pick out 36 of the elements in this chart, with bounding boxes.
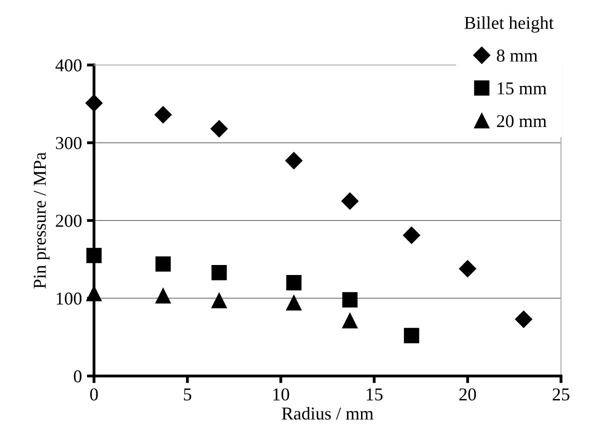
legend-title: Billet height: [464, 16, 554, 33]
point: [85, 94, 103, 112]
x-tick-label: 0: [90, 388, 98, 401]
legend-label: 8 mm: [496, 50, 538, 62]
point: [155, 256, 171, 272]
x-tick-label: 5: [184, 388, 192, 401]
point: [342, 292, 358, 308]
point: [515, 310, 532, 328]
point: [286, 295, 302, 311]
point: [341, 192, 358, 210]
point: [404, 328, 420, 344]
point: [212, 264, 227, 280]
point: [212, 292, 227, 308]
y-tick-label: 0: [74, 370, 82, 382]
y-tick-label: 300: [56, 137, 82, 150]
legend-label: 20 mm: [496, 115, 547, 128]
y-tick-label: 200: [56, 214, 82, 227]
point: [155, 288, 171, 304]
x-tick-label: 20: [459, 388, 476, 401]
point: [210, 120, 228, 138]
point: [459, 260, 476, 278]
y-tick-label: 100: [56, 292, 82, 305]
x-axis-title: Radius / mm: [282, 406, 374, 420]
x-tick-label: 10: [273, 388, 290, 401]
point: [86, 286, 102, 302]
point: [342, 313, 358, 328]
point: [285, 152, 302, 170]
x-tick-label: 25: [552, 388, 570, 401]
point: [154, 106, 172, 124]
point: [403, 226, 420, 244]
point: [86, 248, 102, 264]
point: [286, 275, 302, 290]
legend-label: 15 mm: [498, 82, 547, 94]
x-tick-label: 15: [366, 388, 383, 401]
y-axis-title: Pin pressure / MPa: [34, 152, 50, 288]
y-tick-label: 400: [55, 59, 82, 72]
